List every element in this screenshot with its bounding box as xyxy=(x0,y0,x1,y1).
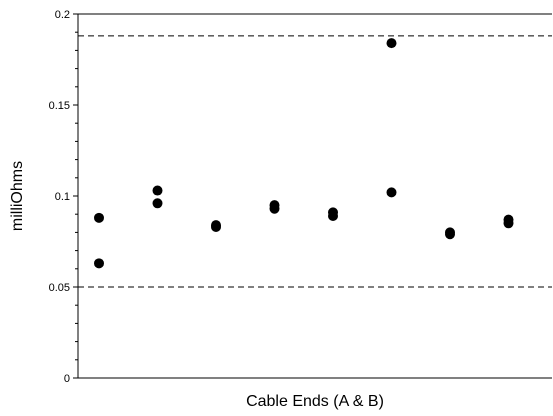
x-axis-title: Cable Ends (A & B) xyxy=(246,393,384,410)
data-point xyxy=(211,221,221,232)
y-tick-label: 0.15 xyxy=(49,100,70,112)
reference-lines xyxy=(78,35,552,288)
data-point xyxy=(328,211,338,222)
data-point xyxy=(503,218,514,229)
y-tick-label: 0.2 xyxy=(55,9,70,21)
data-point xyxy=(386,187,397,198)
data-point xyxy=(94,258,104,269)
data-point xyxy=(152,185,163,196)
data-point xyxy=(269,203,280,214)
data-point xyxy=(386,38,397,49)
axes xyxy=(77,13,552,379)
y-tick-label: 0.05 xyxy=(49,282,70,294)
y-ticks: 0 0.05 0.1 0.15 0.2 xyxy=(49,9,78,385)
data-points xyxy=(94,38,514,269)
y-axis-title: milliOhms xyxy=(9,161,26,231)
data-point xyxy=(445,229,455,240)
y-tick-label: 0.1 xyxy=(55,191,70,203)
y-tick-label: 0 xyxy=(64,373,70,385)
data-point xyxy=(152,198,163,209)
data-point xyxy=(94,212,104,223)
